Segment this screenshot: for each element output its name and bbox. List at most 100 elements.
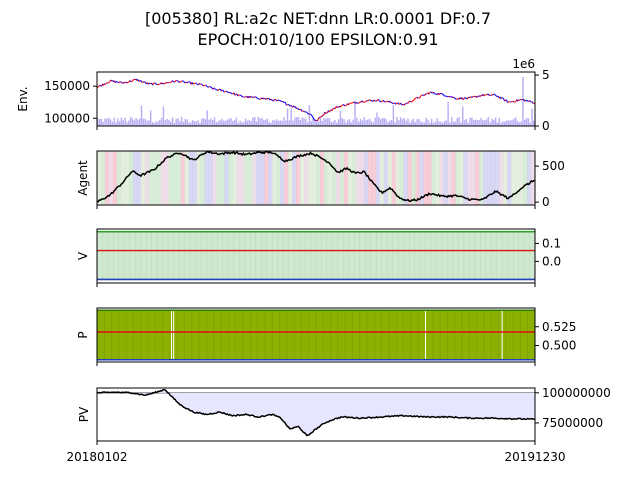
action-stripe: [427, 151, 432, 205]
action-stripe: [439, 151, 444, 205]
price-segment: [471, 96, 474, 98]
action-stripe: [292, 151, 297, 205]
volume-bar: [98, 119, 101, 126]
volume-bar: [179, 121, 181, 126]
price-segment: [110, 79, 113, 82]
volume-bar: [226, 119, 229, 126]
price-segment: [222, 90, 225, 93]
price-segment: [425, 92, 428, 95]
volume-bar: [502, 121, 504, 126]
price-segment: [517, 99, 519, 102]
action-stripe: [116, 151, 122, 205]
action-stripe: [527, 151, 532, 205]
volume-bar: [221, 118, 223, 126]
volume-bar: [283, 117, 285, 126]
y-tick-label: 0.1: [542, 236, 561, 250]
action-stripe: [359, 151, 365, 205]
price-segment: [353, 101, 356, 104]
volume-bar: [438, 121, 440, 126]
price-segment: [185, 81, 187, 84]
volume-bar: [305, 119, 307, 126]
price-segment: [476, 96, 478, 98]
volume-bar: [429, 122, 431, 126]
price-segment: [276, 99, 279, 102]
price-segment: [500, 97, 503, 100]
volume-bar: [281, 121, 283, 126]
price-segment: [334, 107, 337, 110]
volume-bar: [224, 120, 227, 126]
volume-bar: [337, 119, 340, 126]
price-segment: [433, 91, 435, 95]
volume-bar: [160, 117, 163, 126]
price-segment: [530, 100, 532, 103]
axes-frame-p: [96, 307, 536, 363]
y-tick-label: 100000000: [542, 386, 611, 400]
volume-bar: [135, 117, 137, 126]
price-segment: [297, 108, 300, 111]
price-segment: [148, 82, 151, 85]
volume-bar: [113, 117, 115, 126]
y-axis-label-v: V: [76, 251, 90, 260]
volume-bar: [274, 120, 276, 126]
action-stripe: [419, 151, 425, 205]
action-stripe: [184, 151, 190, 205]
price-segment: [479, 95, 482, 97]
volume-bar: [241, 122, 243, 126]
price-segment: [97, 85, 100, 88]
volume-bar: [316, 121, 318, 126]
price-segment: [115, 80, 118, 83]
y-tick-label: 0.500: [542, 339, 576, 353]
price-segment: [239, 94, 241, 96]
volume-bar: [483, 120, 486, 126]
volume-bar: [270, 122, 272, 126]
price-segment: [337, 106, 339, 109]
volume-bar: [471, 117, 473, 126]
price-segment: [465, 97, 467, 100]
action-stripe: [160, 151, 166, 205]
volume-bar: [474, 119, 477, 126]
volume-bar: [356, 118, 358, 126]
price-segment: [494, 94, 497, 96]
price-segment: [251, 96, 253, 98]
price-segment: [313, 118, 316, 121]
price-segment: [441, 92, 444, 95]
price-segment: [249, 96, 252, 99]
price-segment: [348, 103, 350, 106]
action-stripe: [447, 151, 452, 205]
volume-bar: [162, 106, 165, 126]
volume-bar: [148, 120, 150, 126]
price-segment: [237, 94, 240, 97]
action-stripe: [455, 151, 460, 205]
volume-bar: [330, 122, 333, 126]
volume-bar: [133, 120, 135, 126]
price-segment: [365, 100, 368, 103]
volume-bar: [308, 105, 311, 126]
volume-bar: [204, 119, 207, 126]
volume-bar: [463, 120, 466, 126]
portfolio-area: [97, 389, 535, 436]
price-segment: [184, 81, 187, 84]
x-tick-label-start: 20180102: [66, 450, 127, 464]
volume-bar: [478, 119, 480, 126]
volume-bar: [294, 117, 296, 126]
price-segment: [447, 95, 450, 98]
volume-bar: [427, 119, 429, 126]
volume-bar: [314, 119, 316, 126]
action-stripe: [288, 151, 293, 205]
price-segment: [407, 101, 410, 104]
action-stripe: [351, 151, 357, 205]
volume-bar: [363, 117, 365, 126]
volume-bar: [401, 119, 404, 126]
volume-bar: [496, 122, 499, 126]
price-segment: [512, 100, 515, 103]
subplot-pv: 100000000 75000000 PV 20180102 20191230: [66, 386, 610, 464]
price-segment: [152, 82, 155, 86]
price-segment: [111, 79, 113, 82]
volume-bar: [244, 118, 247, 126]
price-segment: [383, 100, 386, 103]
volume-bar: [286, 108, 289, 126]
price-segment: [142, 81, 144, 83]
volume-bar: [277, 120, 280, 126]
volume-bar: [166, 118, 168, 126]
